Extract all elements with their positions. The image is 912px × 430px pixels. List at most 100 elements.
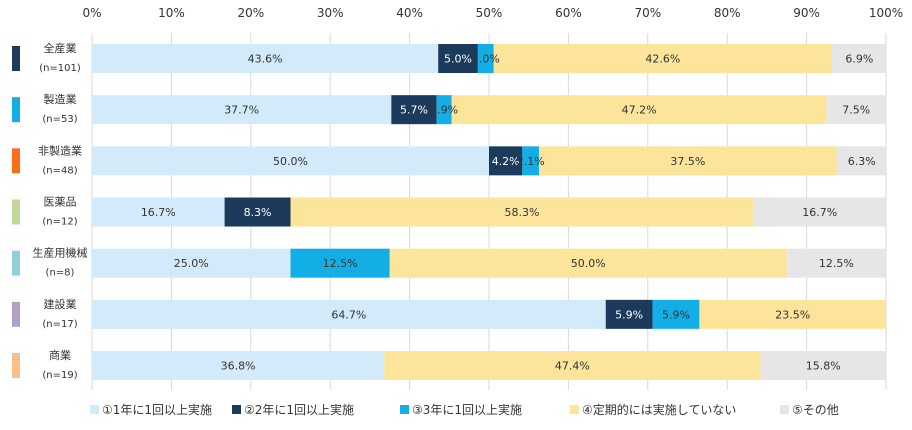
- legend-swatch: [400, 405, 409, 414]
- bar-segment: [652, 299, 700, 329]
- data-label: 37.7%: [224, 104, 259, 117]
- data-label: 23.5%: [775, 308, 810, 321]
- data-label: 16.7%: [802, 206, 837, 219]
- x-tick-label: 50%: [476, 6, 503, 20]
- legend-item: ③3年に1回以上実施: [400, 402, 522, 417]
- category-n: (n=19): [42, 370, 77, 381]
- data-label: 5.9%: [615, 308, 643, 321]
- data-label: 25.0%: [174, 257, 209, 270]
- legend-label: ②2年に1回以上実施: [244, 402, 354, 417]
- data-label: 64.7%: [331, 308, 366, 321]
- category-label: 非製造業: [38, 143, 82, 157]
- bar-segment: [391, 95, 437, 125]
- category-n: (n=48): [42, 165, 77, 176]
- category-label: 医薬品: [44, 196, 77, 209]
- bar-segment: [224, 197, 291, 227]
- data-label: 37.5%: [670, 155, 705, 168]
- x-tick-label: 20%: [237, 6, 264, 20]
- data-label: 12.5%: [323, 257, 358, 270]
- bar-segment: [605, 299, 653, 329]
- bar-segment: [436, 95, 452, 125]
- data-label: 43.6%: [248, 53, 283, 66]
- bar-segment: [92, 95, 392, 125]
- category-n: (n=17): [42, 319, 77, 330]
- x-tick-label: 0%: [82, 6, 101, 20]
- category-marker: [12, 199, 20, 225]
- legend-label: ①1年に1回以上実施: [102, 402, 212, 417]
- legend-swatch: [570, 405, 579, 414]
- category-marker: [12, 353, 20, 379]
- legend-label: ④定期的には実施していない: [582, 402, 736, 417]
- legend-swatch: [232, 405, 241, 414]
- x-tick-label: 100%: [869, 6, 903, 20]
- bar-segments: [92, 44, 887, 381]
- category-marker: [12, 46, 20, 71]
- bar-segment: [477, 44, 494, 73]
- data-label: 47.4%: [555, 360, 590, 373]
- category-marker: [12, 250, 20, 276]
- x-tick-label: 70%: [634, 6, 661, 20]
- data-label: 6.9%: [845, 53, 873, 66]
- category-marker: [12, 97, 20, 123]
- bar-segment: [832, 44, 887, 73]
- bar-segment: [92, 248, 291, 278]
- bar-segment: [438, 44, 478, 73]
- data-label: 50.0%: [273, 155, 308, 168]
- bar-segment: [522, 146, 540, 176]
- bar-segment: [489, 146, 523, 176]
- data-label: 5.9%: [662, 308, 690, 321]
- bar-segment: [92, 146, 489, 176]
- bar-segment: [290, 197, 754, 227]
- bar-segment: [92, 197, 225, 227]
- category-labels: 全産業 (n=101) 製造業 (n=53) 非製造業 (n=48) 医薬品 (n=12) 生産…: [12, 41, 88, 381]
- category-label: 建設業: [44, 297, 77, 311]
- data-label: 58.3%: [504, 206, 539, 219]
- data-label: 6.3%: [848, 155, 876, 168]
- bar-segment: [92, 351, 385, 381]
- bar-segment: [493, 44, 833, 73]
- bar-segment: [760, 351, 886, 381]
- category-n: (n=101): [39, 63, 81, 74]
- data-label: 36.8%: [221, 360, 256, 373]
- category-marker: [12, 301, 20, 327]
- legend-item: ④定期的には実施していない: [570, 402, 736, 417]
- legend-swatch: [780, 405, 789, 414]
- bar-segment: [451, 95, 827, 125]
- bar-segment: [539, 146, 837, 176]
- category-label: 生産用機械: [33, 246, 88, 260]
- category-n: (n=12): [42, 217, 77, 228]
- bar-segment: [384, 351, 761, 381]
- data-label: 4.2%: [492, 155, 520, 168]
- data-label: 5.7%: [400, 104, 428, 117]
- bar-segment: [786, 248, 886, 278]
- category-n: (n=53): [42, 114, 77, 125]
- data-label: 7.5%: [842, 104, 870, 117]
- bar-segment: [389, 248, 787, 278]
- x-tick-label: 90%: [793, 6, 820, 20]
- bar-segment: [290, 248, 390, 278]
- data-labels: 43.6% 5.0% 2.0% 42.6% 6.9% 37.7% 5.7% 1.9% 47.2%…: [141, 53, 876, 373]
- bar-segment: [92, 299, 606, 329]
- legend-item: ②2年に1回以上実施: [232, 402, 354, 417]
- bar-segment: [826, 95, 886, 125]
- x-tick-label: 30%: [317, 6, 344, 20]
- x-tick-label: 80%: [714, 6, 741, 20]
- data-label: 42.6%: [645, 53, 680, 66]
- bar-segment: [836, 146, 887, 176]
- bar-segment: [92, 44, 439, 73]
- data-label: 2.0%: [472, 53, 500, 66]
- category-label: 全産業: [44, 41, 77, 55]
- category-label: 製造業: [44, 92, 77, 106]
- legend-swatch: [90, 405, 99, 414]
- data-label: 8.3%: [244, 206, 272, 219]
- category-marker: [12, 148, 20, 174]
- data-label: 1.9%: [430, 104, 458, 117]
- bar-segment: [753, 197, 886, 227]
- data-label: 47.2%: [622, 104, 657, 117]
- data-label: 5.0%: [444, 53, 472, 66]
- data-label: 15.8%: [806, 360, 841, 373]
- legend-label: ③3年に1回以上実施: [412, 402, 522, 417]
- category-n: (n=8): [46, 268, 75, 279]
- data-label: 16.7%: [141, 206, 176, 219]
